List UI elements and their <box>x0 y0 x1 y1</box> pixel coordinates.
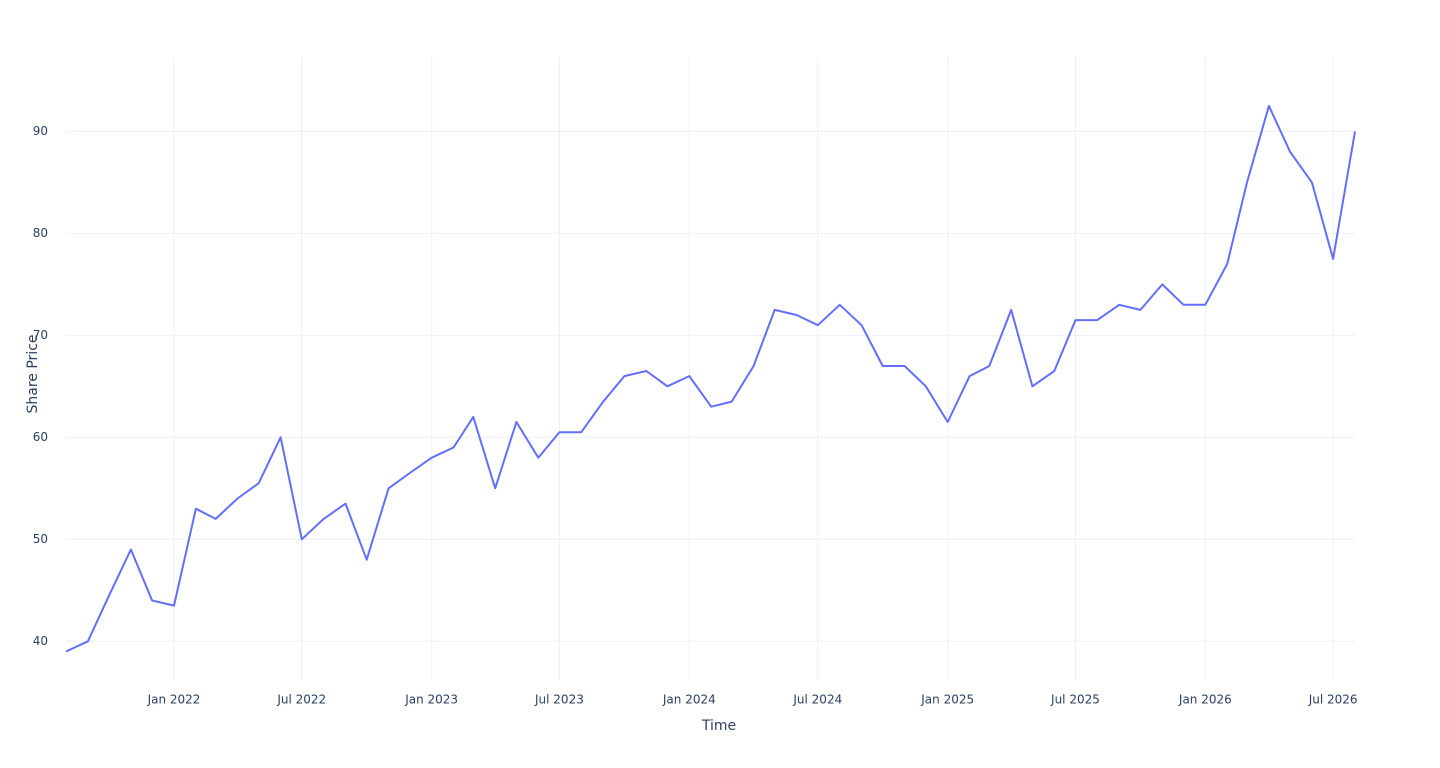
x-tick-label: Jan 2023 <box>404 693 458 707</box>
x-tick-label: Jul 2023 <box>534 693 584 707</box>
x-axis-title: Time <box>701 718 736 734</box>
y-tick-label: 80 <box>33 226 48 240</box>
x-tick-label: Jan 2026 <box>1178 693 1232 707</box>
y-tick-label: 50 <box>33 532 48 546</box>
y-tick-label: 70 <box>33 328 48 342</box>
x-tick-label: Jul 2024 <box>792 693 842 707</box>
y-tick-label: 40 <box>33 634 48 648</box>
x-tick-label: Jan 2022 <box>147 693 201 707</box>
y-tick-label: 60 <box>33 430 48 444</box>
x-tick-label: Jul 2025 <box>1050 693 1100 707</box>
y-axis-title: Share Price <box>25 334 41 413</box>
price-line <box>65 104 1356 653</box>
x-tick-label: Jul 2026 <box>1308 693 1358 707</box>
y-tick-label: 90 <box>33 124 48 138</box>
x-tick-label: Jan 2025 <box>920 693 974 707</box>
x-tick-label: Jul 2022 <box>276 693 326 707</box>
x-tick-label: Jan 2024 <box>662 693 716 707</box>
